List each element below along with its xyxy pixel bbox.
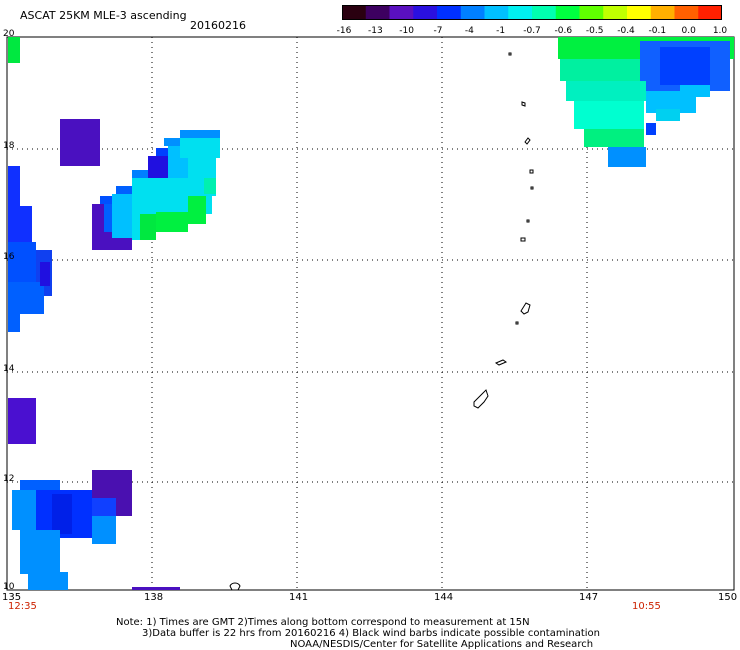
colorbar-swatch xyxy=(342,5,367,20)
map-date: 20160216 xyxy=(190,19,246,32)
colorbar-swatch xyxy=(532,5,557,20)
lon-label-138: 138 xyxy=(144,592,164,603)
colorbar-swatch xyxy=(437,5,462,20)
colorbar-tick-label: -4 xyxy=(464,26,474,36)
colorbar-tick-label: -0.7 xyxy=(523,26,541,36)
colorbar-tick-label: -7 xyxy=(433,26,443,36)
lon-label-150: 150 xyxy=(718,592,738,603)
colorbar-swatch xyxy=(674,5,699,20)
colorbar-swatch xyxy=(698,5,722,20)
colorbar-swatch xyxy=(650,5,675,20)
lat-label-16: 16 xyxy=(3,252,15,262)
colorbar-tick-label: -0.4 xyxy=(617,26,635,36)
colorbar-tick-label: -16 xyxy=(336,26,352,36)
colorbar-swatch xyxy=(484,5,509,20)
lat-label-18: 18 xyxy=(3,141,15,151)
lon-label-144: 144 xyxy=(434,592,454,603)
colorbar-swatch xyxy=(460,5,485,20)
colorbar-swatch xyxy=(603,5,628,20)
colorbar-swatch xyxy=(627,5,652,20)
lon-label-147: 147 xyxy=(579,592,599,603)
colorbar-swatch xyxy=(579,5,604,20)
colorbar-tick-label: -10 xyxy=(399,26,415,36)
colorbar-swatch xyxy=(365,5,390,20)
lon-label-135: 135 xyxy=(2,592,22,603)
colorbar-swatch xyxy=(413,5,438,20)
lat-label-14: 14 xyxy=(3,364,15,374)
colorbar-tick-label: 1.0 xyxy=(712,26,728,36)
lat-label-12: 12 xyxy=(3,474,15,484)
colorbar-tick-label: -13 xyxy=(367,26,383,36)
data-cells xyxy=(8,37,734,590)
colorbar-tick-label: -0.5 xyxy=(585,26,604,36)
plot-frame xyxy=(6,36,735,591)
colorbar-tick-label: -0.6 xyxy=(554,26,573,36)
lat-label-20: 20 xyxy=(3,29,15,39)
colorbar-swatch xyxy=(508,5,533,20)
map-title: ASCAT 25KM MLE-3 ascending xyxy=(20,9,187,22)
time-left: 12:35 xyxy=(8,601,37,612)
colorbar-tick-label: -0.1 xyxy=(648,26,667,36)
colorbar-tick-label: 0.0 xyxy=(681,26,696,36)
colorbar xyxy=(342,5,722,20)
note-line-2: 3)Data buffer is 22 hrs from 20160216 4)… xyxy=(142,628,600,639)
colorbar-swatch xyxy=(555,5,580,20)
lon-label-141: 141 xyxy=(289,592,309,603)
time-right: 10:55 xyxy=(632,601,661,612)
colorbar-tick-label: -1 xyxy=(496,26,506,36)
colorbar-frame xyxy=(342,5,722,20)
note-line-3: NOAA/NESDIS/Center for Satellite Applica… xyxy=(290,639,594,650)
note-line-1: Note: 1) Times are GMT 2)Times along bot… xyxy=(116,617,530,628)
lat-label-10: 10 xyxy=(3,582,15,592)
island-outlines xyxy=(229,52,534,591)
colorbar-swatch xyxy=(389,5,414,20)
